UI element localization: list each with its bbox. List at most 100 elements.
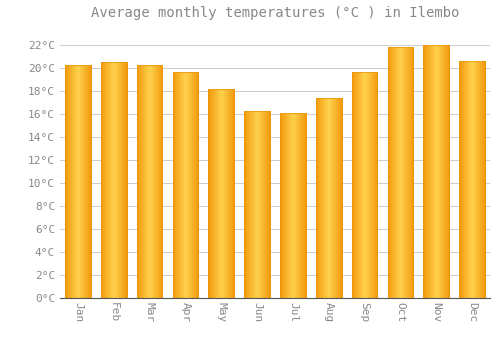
Bar <box>188 72 190 298</box>
Bar <box>436 45 437 298</box>
Bar <box>404 48 406 298</box>
Bar <box>320 98 321 298</box>
Bar <box>214 89 216 298</box>
Bar <box>446 45 448 298</box>
Bar <box>424 45 426 298</box>
Bar <box>482 61 484 298</box>
Bar <box>218 89 220 298</box>
Bar <box>388 48 389 298</box>
Bar <box>374 72 375 298</box>
Bar <box>110 62 111 298</box>
Bar <box>227 89 228 298</box>
Bar <box>366 72 367 298</box>
Bar <box>184 72 186 298</box>
Bar <box>438 45 439 298</box>
Bar <box>377 72 378 298</box>
Bar <box>443 45 444 298</box>
Bar <box>286 113 288 298</box>
Bar <box>219 89 220 298</box>
Bar <box>160 65 161 298</box>
Bar <box>376 72 377 298</box>
Bar <box>467 61 468 298</box>
Bar <box>485 61 486 298</box>
Bar <box>430 45 431 298</box>
Bar <box>222 89 223 298</box>
Bar <box>365 72 366 298</box>
Bar <box>410 48 411 298</box>
Bar <box>187 72 188 298</box>
Bar <box>410 48 412 298</box>
Bar <box>388 48 413 298</box>
Bar <box>288 113 289 298</box>
Bar <box>328 98 329 298</box>
Bar <box>124 62 125 298</box>
Bar <box>106 62 107 298</box>
Bar <box>198 72 200 298</box>
Bar <box>473 61 474 298</box>
Bar <box>136 65 162 298</box>
Bar <box>126 62 128 298</box>
Bar <box>144 65 146 298</box>
Bar <box>464 61 465 298</box>
Bar <box>339 98 340 298</box>
Bar <box>466 61 468 298</box>
Bar <box>124 62 126 298</box>
Bar <box>352 72 354 298</box>
Bar <box>306 113 307 298</box>
Bar <box>77 65 78 298</box>
Bar <box>318 98 319 298</box>
Bar <box>330 98 332 298</box>
Bar <box>362 72 364 298</box>
Bar <box>102 62 103 298</box>
Bar <box>186 72 188 298</box>
Bar <box>373 72 374 298</box>
Bar <box>460 61 461 298</box>
Bar <box>158 65 160 298</box>
Bar <box>209 89 210 298</box>
Bar <box>316 98 317 298</box>
Bar <box>320 98 322 298</box>
Bar <box>126 62 127 298</box>
Bar <box>256 111 257 298</box>
Bar <box>264 111 265 298</box>
Bar <box>250 111 251 298</box>
Bar <box>191 72 192 298</box>
Bar <box>249 111 250 298</box>
Bar <box>193 72 194 298</box>
Bar <box>402 48 404 298</box>
Bar <box>326 98 327 298</box>
Bar <box>194 72 196 298</box>
Bar <box>253 111 254 298</box>
Bar <box>229 89 230 298</box>
Bar <box>189 72 190 298</box>
Bar <box>174 72 175 298</box>
Bar <box>146 65 148 298</box>
Bar <box>361 72 362 298</box>
Bar <box>302 113 303 298</box>
Bar <box>442 45 443 298</box>
Bar <box>316 98 342 298</box>
Bar <box>260 111 261 298</box>
Bar <box>328 98 330 298</box>
Bar <box>459 61 485 298</box>
Bar <box>84 65 85 298</box>
Bar <box>268 111 270 298</box>
Bar <box>444 45 446 298</box>
Bar <box>148 65 150 298</box>
Bar <box>144 65 145 298</box>
Bar <box>254 111 255 298</box>
Bar <box>290 113 292 298</box>
Bar <box>266 111 267 298</box>
Bar <box>438 45 440 298</box>
Bar <box>462 61 463 298</box>
Bar <box>142 65 143 298</box>
Bar <box>464 61 466 298</box>
Bar <box>367 72 368 298</box>
Bar <box>295 113 296 298</box>
Bar <box>392 48 393 298</box>
Bar <box>230 89 231 298</box>
Bar <box>300 113 301 298</box>
Bar <box>465 61 466 298</box>
Bar <box>211 89 212 298</box>
Bar <box>138 65 139 298</box>
